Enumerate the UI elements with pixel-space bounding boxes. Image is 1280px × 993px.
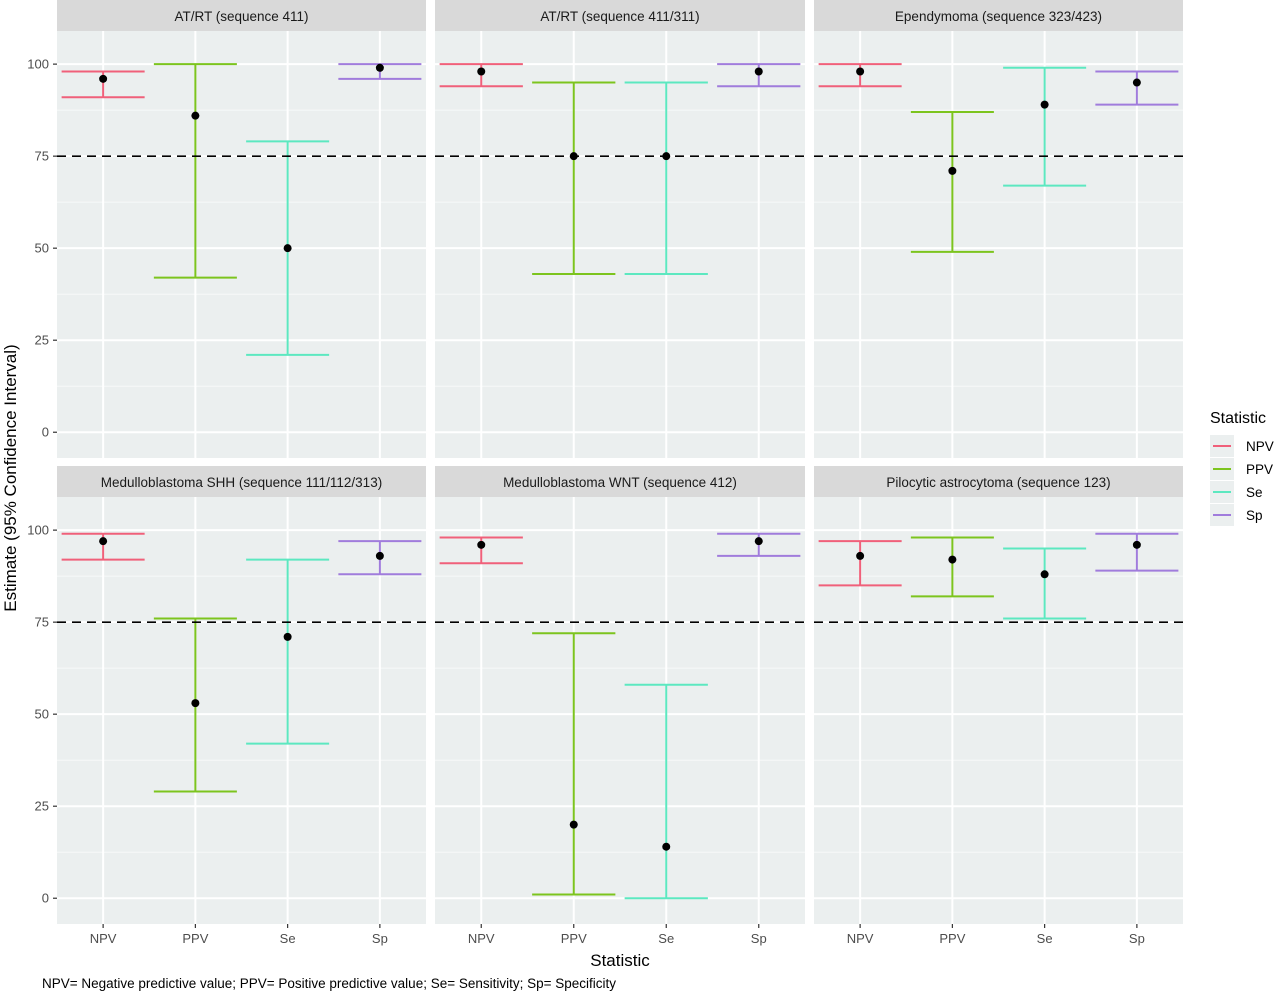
x-tick-label: Se	[280, 931, 296, 946]
panel-title: Ependymoma (sequence 323/423)	[895, 9, 1102, 24]
errorbar-se	[246, 558, 330, 745]
errorbar-ppv	[532, 81, 616, 275]
caption: NPV= Negative predictive value; PPV= Pos…	[42, 976, 616, 991]
estimate-point-sp	[1132, 78, 1141, 87]
errorbar-se	[1003, 547, 1087, 620]
legend-entry-se: Se	[1210, 481, 1263, 503]
y-tick-label: 0	[42, 425, 49, 440]
y-tick-label: 100	[27, 523, 49, 538]
x-tick-label: NPV	[90, 931, 117, 946]
errorbar-sp	[1095, 532, 1179, 572]
estimate-point-npv	[99, 74, 108, 83]
y-tick-label: 25	[35, 333, 49, 348]
panel-strip	[435, 0, 805, 31]
panel: AT/RT (sequence 411/311)	[435, 0, 805, 458]
estimate-point-ppv	[569, 152, 578, 161]
errorbar-npv	[818, 540, 902, 587]
panel-strip	[435, 466, 805, 497]
estimate-point-se	[662, 842, 671, 851]
estimate-point-sp	[1132, 540, 1141, 549]
legend-entry-npv: NPV	[1210, 435, 1274, 457]
panel-background	[57, 497, 426, 924]
y-axis-label: Estimate (95% Confidence Interval)	[1, 344, 20, 611]
x-tick-label: Se	[658, 931, 674, 946]
legend-label: Se	[1246, 485, 1263, 500]
panel-title: AT/RT (sequence 411)	[174, 9, 308, 24]
panel-strip	[814, 0, 1183, 31]
estimate-point-ppv	[948, 166, 957, 175]
estimate-point-npv	[477, 540, 486, 549]
panel-background	[57, 31, 426, 458]
panel-background	[435, 31, 805, 458]
estimate-point-sp	[754, 537, 763, 546]
errorbar-ppv	[153, 63, 237, 279]
estimate-point-npv	[856, 551, 865, 560]
y-tick-label: 50	[35, 241, 49, 256]
estimate-point-se	[283, 632, 292, 641]
x-tick-label: Se	[1037, 931, 1053, 946]
estimate-point-ppv	[191, 111, 200, 120]
y-tick-label: 0	[42, 891, 49, 906]
estimate-point-npv	[477, 67, 486, 76]
legend: Statistic NPV PPV Se Sp	[1210, 410, 1274, 526]
x-tick-label: NPV	[468, 931, 495, 946]
panel-title: AT/RT (sequence 411/311)	[540, 9, 699, 24]
estimate-point-npv	[856, 67, 865, 76]
x-tick-label: PPV	[182, 931, 208, 946]
legend-label: Sp	[1246, 508, 1263, 523]
y-tick-label: 25	[35, 799, 49, 814]
legend-entry-ppv: PPV	[1210, 458, 1273, 480]
x-tick-label: Sp	[1129, 931, 1145, 946]
estimate-point-sp	[375, 551, 384, 560]
errorbar-se	[624, 81, 708, 275]
panel: Medulloblastoma WNT (sequence 412) NPV PPV…	[435, 466, 805, 946]
legend-title: Statistic	[1210, 410, 1266, 427]
panel-strip	[814, 466, 1183, 497]
panel: Medulloblastoma SHH (sequence 111/112/31…	[27, 466, 426, 946]
panel-title: Medulloblastoma SHH (sequence 111/112/31…	[101, 475, 382, 490]
panel-strip	[57, 0, 426, 31]
panel-background	[814, 31, 1183, 458]
x-tick-label: Sp	[751, 931, 767, 946]
estimate-point-ppv	[569, 820, 578, 829]
legend-label: NPV	[1246, 439, 1274, 454]
errorbar-se	[624, 683, 708, 900]
legend-label: PPV	[1246, 462, 1273, 477]
errorbar-ppv	[910, 536, 994, 598]
panel: AT/RT (sequence 411) 0 25 50 75 100	[27, 0, 426, 458]
errorbar-ppv	[532, 632, 616, 896]
y-tick-label: 75	[35, 149, 49, 164]
estimate-point-se	[1040, 100, 1049, 109]
estimate-point-se	[283, 244, 292, 253]
y-tick-label: 50	[35, 707, 49, 722]
estimate-point-sp	[754, 67, 763, 76]
panel-strip	[57, 466, 426, 497]
y-tick-label: 100	[27, 57, 49, 72]
errorbar-se	[1003, 66, 1087, 187]
legend-entry-sp: Sp	[1210, 504, 1263, 526]
x-axis-label: Statistic	[590, 951, 650, 970]
panel: Pilocytic astrocytoma (sequence 123) NPV P…	[814, 466, 1183, 946]
panel: Ependymoma (sequence 323/423)	[814, 0, 1183, 458]
x-tick-label: Sp	[372, 931, 388, 946]
x-tick-label: PPV	[939, 931, 965, 946]
estimate-point-se	[662, 152, 671, 161]
estimate-point-ppv	[948, 555, 957, 564]
errorbar-ppv	[910, 110, 994, 253]
estimate-point-ppv	[191, 699, 200, 708]
estimate-point-sp	[375, 63, 384, 72]
estimate-point-se	[1040, 570, 1049, 579]
panel-title: Medulloblastoma WNT (sequence 412)	[503, 475, 737, 490]
errorbar-sp	[1095, 70, 1179, 106]
panel-background	[435, 497, 805, 924]
y-tick-label: 75	[35, 615, 49, 630]
panel-title: Pilocytic astrocytoma (sequence 123)	[886, 475, 1110, 490]
x-tick-label: PPV	[561, 931, 587, 946]
x-tick-label: NPV	[847, 931, 874, 946]
estimate-point-npv	[99, 537, 108, 546]
panel-background	[814, 497, 1183, 924]
